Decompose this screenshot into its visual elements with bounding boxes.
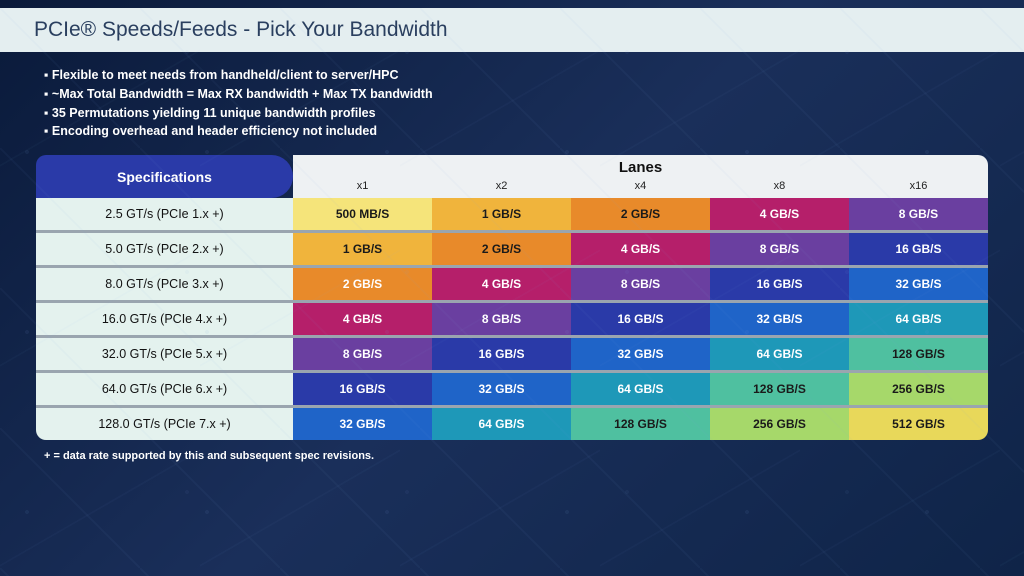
bandwidth-cell: 8 GB/S — [293, 337, 432, 372]
spec-header: Specifications — [36, 155, 293, 198]
lane-label: x16 — [849, 178, 988, 198]
bandwidth-cell: 128 GB/S — [710, 372, 849, 407]
bandwidth-cell: 2 GB/S — [571, 198, 710, 232]
bandwidth-cell: 8 GB/S — [432, 302, 571, 337]
bandwidth-cell: 128 GB/S — [849, 337, 988, 372]
bandwidth-cell: 16 GB/S — [432, 337, 571, 372]
bandwidth-cell: 500 MB/S — [293, 198, 432, 232]
bandwidth-cell: 8 GB/S — [710, 232, 849, 267]
bandwidth-cell: 16 GB/S — [849, 232, 988, 267]
bandwidth-cell: 1 GB/S — [293, 232, 432, 267]
bandwidth-cell: 4 GB/S — [293, 302, 432, 337]
bandwidth-cell: 4 GB/S — [710, 198, 849, 232]
bandwidth-cell: 64 GB/S — [571, 372, 710, 407]
lane-label: x8 — [710, 178, 849, 198]
page-title: PCIe® Speeds/Feeds - Pick Your Bandwidth — [0, 8, 1024, 52]
bandwidth-cell: 16 GB/S — [571, 302, 710, 337]
bandwidth-cell: 256 GB/S — [710, 407, 849, 441]
spec-cell: 128.0 GT/s (PCIe 7.x +) — [36, 407, 293, 441]
bandwidth-cell: 8 GB/S — [849, 198, 988, 232]
bandwidth-cell: 16 GB/S — [293, 372, 432, 407]
bandwidth-cell: 256 GB/S — [849, 372, 988, 407]
bandwidth-cell: 32 GB/S — [849, 267, 988, 302]
bandwidth-cell: 8 GB/S — [571, 267, 710, 302]
spec-cell: 8.0 GT/s (PCIe 3.x +) — [36, 267, 293, 302]
bullet-item: ~Max Total Bandwidth = Max RX bandwidth … — [44, 85, 980, 104]
bandwidth-cell: 64 GB/S — [432, 407, 571, 441]
spec-cell: 32.0 GT/s (PCIe 5.x +) — [36, 337, 293, 372]
bandwidth-cell: 16 GB/S — [710, 267, 849, 302]
bandwidth-cell: 2 GB/S — [293, 267, 432, 302]
table-row: 5.0 GT/s (PCIe 2.x +)1 GB/S2 GB/S4 GB/S8… — [36, 232, 988, 267]
bandwidth-table: Specifications Lanes x1 x2 x4 x8 x16 2.5… — [36, 155, 988, 440]
spec-cell: 5.0 GT/s (PCIe 2.x +) — [36, 232, 293, 267]
bandwidth-cell: 512 GB/S — [849, 407, 988, 441]
bandwidth-cell: 64 GB/S — [849, 302, 988, 337]
table-row: 8.0 GT/s (PCIe 3.x +)2 GB/S4 GB/S8 GB/S1… — [36, 267, 988, 302]
bullet-item: 35 Permutations yielding 11 unique bandw… — [44, 104, 980, 123]
bandwidth-cell: 64 GB/S — [710, 337, 849, 372]
table-row: 32.0 GT/s (PCIe 5.x +)8 GB/S16 GB/S32 GB… — [36, 337, 988, 372]
bandwidth-cell: 128 GB/S — [571, 407, 710, 441]
bullet-item: Flexible to meet needs from handheld/cli… — [44, 66, 980, 85]
lanes-header: Lanes — [293, 155, 988, 178]
spec-cell: 16.0 GT/s (PCIe 4.x +) — [36, 302, 293, 337]
lane-label: x1 — [293, 178, 432, 198]
table-row: 128.0 GT/s (PCIe 7.x +)32 GB/S64 GB/S128… — [36, 407, 988, 441]
table-row: 2.5 GT/s (PCIe 1.x +)500 MB/S1 GB/S2 GB/… — [36, 198, 988, 232]
bandwidth-cell: 32 GB/S — [432, 372, 571, 407]
bandwidth-cell: 1 GB/S — [432, 198, 571, 232]
bandwidth-cell: 2 GB/S — [432, 232, 571, 267]
spec-cell: 2.5 GT/s (PCIe 1.x +) — [36, 198, 293, 232]
lane-label: x2 — [432, 178, 571, 198]
bandwidth-cell: 32 GB/S — [293, 407, 432, 441]
bandwidth-cell: 4 GB/S — [571, 232, 710, 267]
lane-label: x4 — [571, 178, 710, 198]
bullet-list: Flexible to meet needs from handheld/cli… — [0, 52, 1024, 151]
bandwidth-cell: 32 GB/S — [710, 302, 849, 337]
footnote: + = data rate supported by this and subs… — [0, 440, 1024, 472]
table-row: 16.0 GT/s (PCIe 4.x +)4 GB/S8 GB/S16 GB/… — [36, 302, 988, 337]
bandwidth-cell: 4 GB/S — [432, 267, 571, 302]
spec-cell: 64.0 GT/s (PCIe 6.x +) — [36, 372, 293, 407]
table-row: 64.0 GT/s (PCIe 6.x +)16 GB/S32 GB/S64 G… — [36, 372, 988, 407]
bullet-item: Encoding overhead and header efficiency … — [44, 122, 980, 141]
bandwidth-cell: 32 GB/S — [571, 337, 710, 372]
